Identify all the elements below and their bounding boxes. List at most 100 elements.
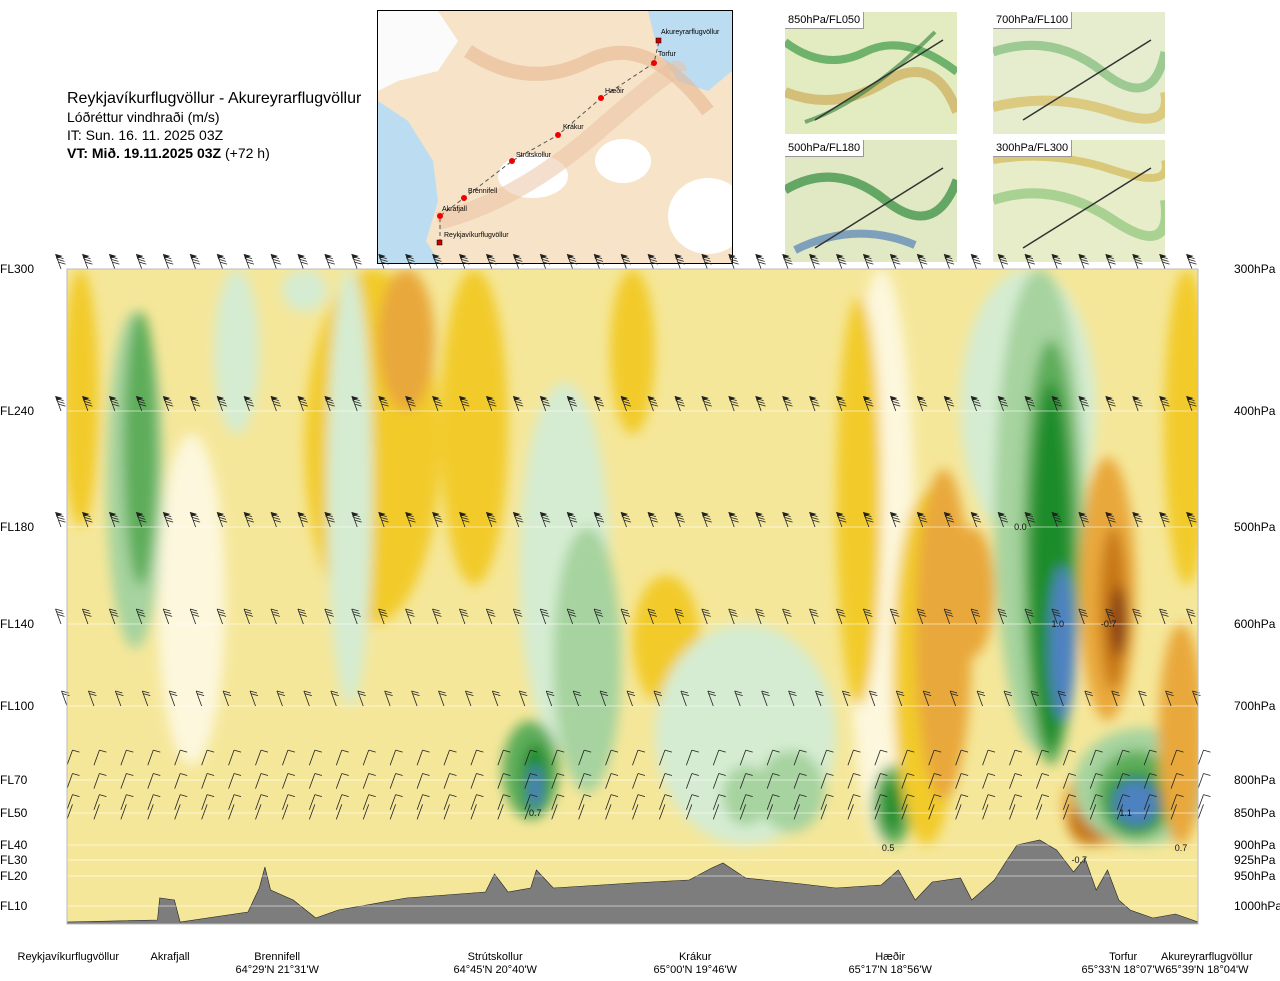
wind-barb [270,253,282,270]
wind-barb [647,608,658,625]
wind-barb [270,608,281,625]
wind-barb [93,749,107,766]
wind-barb [1009,804,1016,820]
wind-barb [632,804,639,820]
wind-barb [674,511,685,528]
wind-barb [405,253,416,270]
wind-barb [728,511,739,528]
wind-barb [793,804,800,820]
wind-barb [222,690,232,707]
wind-barb [928,749,942,766]
wind-barb [1111,690,1120,707]
wind-barb [189,395,201,412]
wind-barb [243,511,255,528]
wind-barb [685,794,699,810]
wind-barb [809,395,820,412]
wind-barb [901,794,915,810]
wind-barb [943,608,954,625]
wind-barb [755,608,765,625]
wind-barb [551,749,565,766]
wind-barb [982,804,989,820]
wind-barb [836,253,847,270]
wind-barb [216,395,228,412]
wind-barb [162,253,174,270]
level-map-700[interactable]: 700hPa/FL100 [993,12,1165,134]
location-name: Hæðir [875,951,906,963]
wind-barb [378,511,389,528]
level-map-300-label: 300hPa/FL300 [993,140,1073,157]
wind-barb [228,773,242,789]
wind-barb [728,608,738,625]
wind-barb [1024,608,1035,625]
wind-barb [201,794,215,810]
wind-barb [168,690,178,707]
wind-barb [728,253,739,270]
map-waypoint-label: Hæðir [605,88,625,95]
wind-barb [93,794,107,810]
wind-barb [766,773,780,789]
wind-barb [766,749,780,766]
wind-barb [916,511,928,528]
wind-barb [470,749,484,766]
wind-barb [1024,511,1036,528]
wind-barb [1186,608,1196,625]
wind-barb [895,690,905,707]
wind-barb [228,794,242,810]
pressure-label: 600hPa [1234,617,1276,631]
flight-level-label: FL180 [0,520,35,534]
wind-barb [485,511,497,528]
value-labels: 0.7 0.0 1.0 -0.7 1.1 0.5 -0.7 0.7 [529,522,1187,865]
wind-barb [524,749,538,766]
wind-barb [928,804,935,820]
wind-barb [308,773,322,789]
wind-barb [712,749,726,766]
wind-barb [1143,804,1151,820]
flight-level-label: FL50 [0,806,28,820]
wind-barb [147,794,161,810]
wind-barb [351,608,361,625]
wind-barb [378,253,389,270]
wind-barb [836,395,847,412]
wind-barb [66,794,80,810]
wind-barb [949,690,959,707]
wind-barb [282,794,296,810]
wind-barb [389,794,403,810]
wind-barb [1159,511,1170,528]
wind-barb [605,794,619,810]
wind-barb [335,773,349,789]
wind-barb [1170,773,1184,789]
level-map-850[interactable]: 850hPa/FL050 [785,12,957,134]
wind-barb [512,253,524,270]
wind-barb [201,804,208,820]
location-label: Brennifell 64°29'N 21°31'W [236,951,319,977]
wind-barb [82,511,93,528]
location-label: Strútskollur 64°45'N 20°40'W [454,951,537,977]
location-coord: 65°17'N 18°56'W [848,964,932,976]
wind-barb [108,511,120,528]
wind-barb [66,804,73,820]
wind-barb [1105,511,1116,528]
wind-barb [970,395,982,412]
value-label: 1.0 [1051,619,1064,629]
wind-barb [512,608,523,625]
wind-barb [438,690,447,707]
wind-barb [766,804,774,820]
wind-barb [243,253,255,270]
wind-barb [1078,511,1089,528]
wind-barb [432,511,443,528]
wind-barb [524,773,538,789]
location-name: Akrafjall [150,951,190,963]
level-map-500[interactable]: 500hPa/FL180 [785,140,957,262]
wind-barb [653,690,663,707]
wind-barb [659,773,673,789]
quantity-label: Lóðréttur vindhraði (m/s) [67,109,220,125]
wind-barb [1132,511,1143,528]
wind-barb [297,253,308,270]
wind-barb [632,794,646,810]
wind-barb [162,608,173,625]
flight-level-label: FL70 [0,773,28,787]
level-map-300[interactable]: 300hPa/FL300 [993,140,1165,262]
wind-barb [566,608,577,625]
value-label: 0.7 [529,808,542,818]
wind-barb [889,395,901,412]
